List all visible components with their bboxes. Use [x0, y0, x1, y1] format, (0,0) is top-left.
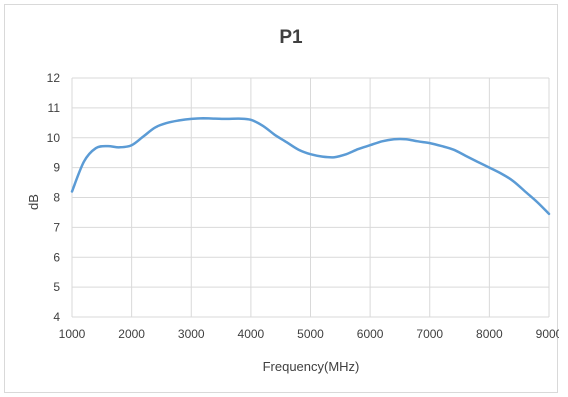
y-tick-label: 7 — [53, 220, 60, 234]
chart-title: P1 — [279, 27, 303, 48]
x-axis-label: Frequency(MHz) — [263, 359, 360, 374]
chart-area: P1 4 5 6 7 8 9 10 11 12 1000 2000 3000 4000 5000 6000… — [4, 4, 559, 393]
x-tick-label: 9000 — [536, 327, 559, 341]
line-chart: P1 4 5 6 7 8 9 10 11 12 1000 2000 3000 4000 5000 6000… — [26, 27, 559, 374]
y-tick-label: 9 — [53, 161, 60, 175]
y-tick-label: 6 — [53, 250, 60, 264]
x-tick-label: 1000 — [59, 327, 86, 341]
series-line — [70, 117, 551, 216]
y-tick-label: 11 — [48, 101, 61, 115]
series-layer — [70, 117, 551, 216]
x-tick-label: 8000 — [476, 327, 503, 341]
x-tick-label: 5000 — [297, 327, 324, 341]
x-tick-label: 4000 — [238, 327, 265, 341]
y-axis-ticks: 4 5 6 7 8 9 10 11 12 — [47, 71, 61, 324]
y-tick-label: 10 — [47, 131, 61, 145]
y-tick-label: 5 — [53, 280, 60, 294]
y-tick-label: 12 — [47, 71, 61, 85]
x-tick-label: 6000 — [357, 327, 384, 341]
y-axis-label: dB — [26, 194, 41, 210]
x-tick-label: 7000 — [416, 327, 443, 341]
y-tick-label: 8 — [53, 191, 60, 205]
x-tick-label: 3000 — [178, 327, 205, 341]
gridlines — [71, 77, 550, 318]
x-axis-ticks: 1000 2000 3000 4000 5000 6000 7000 8000 9000 — [59, 327, 559, 341]
x-tick-label: 2000 — [118, 327, 145, 341]
y-tick-label: 4 — [53, 310, 60, 324]
